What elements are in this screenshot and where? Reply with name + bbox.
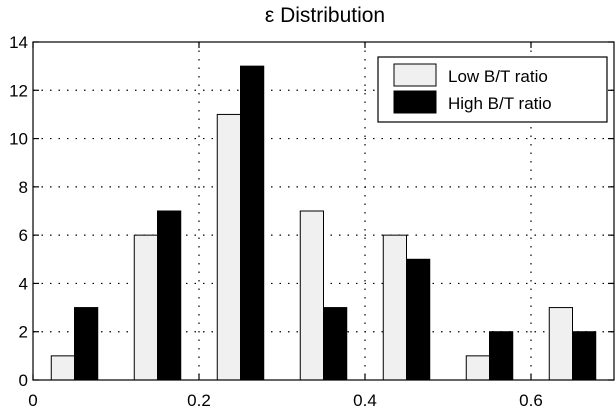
chart-title: ε Distribution (265, 4, 385, 27)
y-tick-label: 8 (19, 178, 28, 197)
legend-label-low: Low B/T ratio (448, 67, 548, 86)
bar-high-0 (74, 307, 99, 381)
bar-low-0 (50, 355, 75, 381)
x-tick-label: 0 (28, 391, 37, 410)
legend-label-high: High B/T ratio (448, 94, 552, 113)
y-tick-label: 2 (19, 323, 28, 342)
legend-swatch-low (393, 63, 437, 87)
y-tick-label: 4 (19, 274, 28, 293)
bar-low-4 (382, 234, 408, 381)
bar-low-5 (465, 355, 491, 381)
bar-low-3 (299, 210, 325, 381)
x-axis: 0 0.2 0.4 0.6 (28, 42, 543, 410)
bar-low-6 (548, 307, 574, 381)
x-tick-label: 0.2 (187, 391, 211, 410)
y-tick-label: 10 (9, 130, 28, 149)
y-tick-label: 0 (19, 371, 28, 390)
legend-swatch-high (393, 90, 437, 114)
plot-frame (32, 41, 615, 381)
bar-high-4 (406, 258, 431, 381)
bars-group (50, 65, 597, 381)
bar-high-5 (489, 331, 514, 381)
x-tick-label: 0.6 (519, 391, 543, 410)
y-tick-label: 14 (9, 33, 28, 52)
y-axis: 0 2 4 6 8 10 12 14 (9, 33, 614, 390)
bar-high-2 (240, 65, 265, 381)
bar-high-3 (323, 307, 348, 381)
legend: Low B/T ratio High B/T ratio (377, 56, 608, 123)
bar-high-1 (157, 210, 182, 381)
bar-low-1 (133, 234, 158, 381)
y-tick-label: 6 (19, 226, 28, 245)
bar-low-2 (216, 113, 241, 381)
y-tick-label: 12 (9, 81, 28, 100)
bar-high-6 (572, 331, 597, 381)
x-tick-label: 0.4 (353, 391, 377, 410)
